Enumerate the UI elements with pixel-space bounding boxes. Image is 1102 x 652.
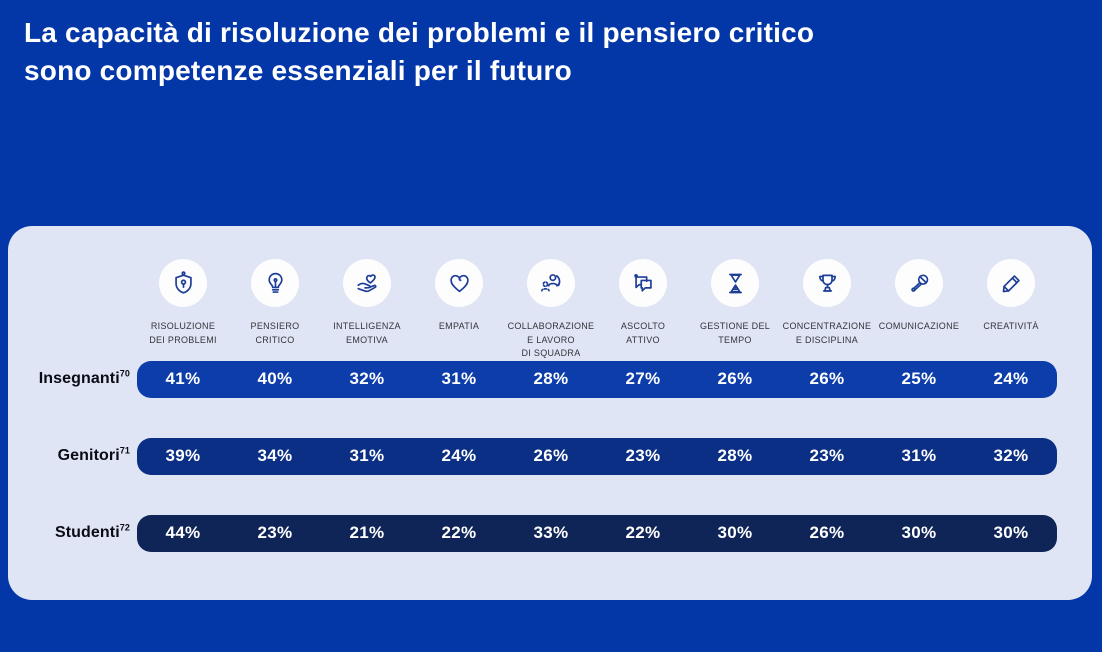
lightbulb-icon (251, 259, 299, 307)
data-card: RISOLUZIONE DEI PROBLEMI PENSIERO CRITIC… (8, 226, 1092, 600)
microphone-icon (895, 259, 943, 307)
heart-icon (435, 259, 483, 307)
row-label: Genitori71 (57, 445, 130, 465)
value-cell: 24% (441, 446, 477, 465)
value-cell: 25% (901, 369, 937, 388)
row-genitori: Genitori71 39% 34% 31% 24% 26% 23% 28% 2… (8, 437, 1092, 475)
value-cell: 26% (533, 446, 569, 465)
value-cell: 28% (717, 446, 753, 465)
genitori-bar: 39% 34% 31% 24% 26% 23% 28% 23% 31% 32% (137, 437, 1057, 475)
column-intelligenza-emotiva: INTELLIGENZA EMOTIVA (321, 259, 413, 361)
trophy-icon (803, 259, 851, 307)
row-label-zone: Genitori71 (8, 438, 137, 475)
value-cell: 23% (809, 446, 845, 465)
value-cell: 31% (901, 446, 937, 465)
value-cell: 32% (349, 369, 385, 388)
row-label-zone: Insegnanti70 (8, 361, 137, 398)
value-cell: 31% (441, 369, 477, 388)
column-label: COLLABORAZIONE E LAVORO DI SQUADRA (507, 321, 595, 358)
row-bar-zone: 41% 40% 32% 31% 28% 27% 26% 26% 25% 24% (137, 360, 1057, 398)
value-cell: 24% (993, 369, 1029, 388)
column-pensiero-critico: PENSIERO CRITICO (229, 259, 321, 361)
value-cell: 31% (349, 446, 385, 465)
value-cell: 39% (165, 446, 201, 465)
value-cell: 41% (165, 369, 201, 388)
column-label: CONCENTRAZIONE E DISCIPLINA (782, 321, 872, 345)
column-headers: RISOLUZIONE DEI PROBLEMI PENSIERO CRITIC… (137, 259, 1057, 361)
value-cell: 30% (993, 523, 1029, 542)
value-cell: 22% (625, 523, 661, 542)
insegnanti-bar: 41% 40% 32% 31% 28% 27% 26% 26% 25% 24% (137, 360, 1057, 398)
column-label: EMPATIA (438, 321, 480, 331)
value-cell: 44% (165, 523, 201, 542)
column-label: COMUNICAZIONE (878, 321, 960, 331)
row-studenti: Studenti72 44% 23% 21% 22% 33% 22% 30% 2… (8, 514, 1092, 552)
value-cell: 33% (533, 523, 569, 542)
page-title-line1: La capacità di risoluzione dei problemi … (24, 17, 815, 48)
row-bar-zone: 44% 23% 21% 22% 33% 22% 30% 26% 30% 30% (137, 514, 1057, 552)
row-label-text: Studenti (54, 524, 120, 541)
column-label: RISOLUZIONE DEI PROBLEMI (149, 321, 217, 345)
row-label-text: Genitori (57, 447, 120, 464)
row-label: Studenti72 (54, 522, 130, 542)
column-label: CREATIVITÀ (983, 321, 1039, 331)
row-label-text: Insegnanti (38, 370, 120, 387)
value-cell: 34% (257, 446, 293, 465)
page-title: La capacità di risoluzione dei problemi … (24, 14, 1064, 89)
value-cell: 26% (717, 369, 753, 388)
value-cell: 28% (533, 369, 569, 388)
column-empatia: EMPATIA (413, 259, 505, 361)
row-bar-zone: 39% 34% 31% 24% 26% 23% 28% 23% 31% 32% (137, 437, 1057, 475)
row-label: Insegnanti70 (38, 368, 130, 388)
column-risoluzione-dei-problemi: RISOLUZIONE DEI PROBLEMI (137, 259, 229, 361)
row-footnote: 72 (119, 522, 130, 533)
hourglass-icon (711, 259, 759, 307)
column-label: INTELLIGENZA EMOTIVA (333, 321, 401, 345)
value-cell: 23% (625, 446, 661, 465)
row-label-zone: Studenti72 (8, 515, 137, 552)
header-label-spacer (8, 259, 137, 361)
column-comunicazione: COMUNICAZIONE (873, 259, 965, 361)
row-footnote: 70 (119, 368, 130, 379)
column-collaborazione: COLLABORAZIONE E LAVORO DI SQUADRA (505, 259, 597, 361)
column-concentrazione: CONCENTRAZIONE E DISCIPLINA (781, 259, 873, 361)
value-cell: 22% (441, 523, 477, 542)
page-title-line2: sono competenze essenziali per il futuro (24, 54, 572, 86)
hand-heart-icon (343, 259, 391, 307)
value-cell: 27% (625, 369, 661, 388)
value-cell: 40% (257, 369, 293, 388)
team-icon (527, 259, 575, 307)
column-gestione-del-tempo: GESTIONE DEL TEMPO (689, 259, 781, 361)
pencil-icon (987, 259, 1035, 307)
column-creativita: CREATIVITÀ (965, 259, 1057, 361)
column-label: PENSIERO CRITICO (250, 321, 300, 345)
row-footnote: 71 (119, 445, 130, 456)
speech-bubbles-icon (619, 259, 667, 307)
value-cell: 30% (717, 523, 753, 542)
column-ascolto-attivo: ASCOLTO ATTIVO (597, 259, 689, 361)
column-header-row: RISOLUZIONE DEI PROBLEMI PENSIERO CRITIC… (8, 259, 1092, 361)
value-cell: 23% (257, 523, 293, 542)
value-cell: 21% (349, 523, 385, 542)
value-cell: 32% (993, 446, 1029, 465)
column-label: GESTIONE DEL TEMPO (699, 321, 771, 345)
studenti-bar: 44% 23% 21% 22% 33% 22% 30% 26% 30% 30% (137, 514, 1057, 552)
shield-icon (159, 259, 207, 307)
value-cell: 26% (809, 369, 845, 388)
value-cell: 30% (901, 523, 937, 542)
value-cell: 26% (809, 523, 845, 542)
row-insegnanti: Insegnanti70 41% 40% 32% 31% 28% 27% 26%… (8, 360, 1092, 398)
column-label: ASCOLTO ATTIVO (620, 321, 666, 345)
